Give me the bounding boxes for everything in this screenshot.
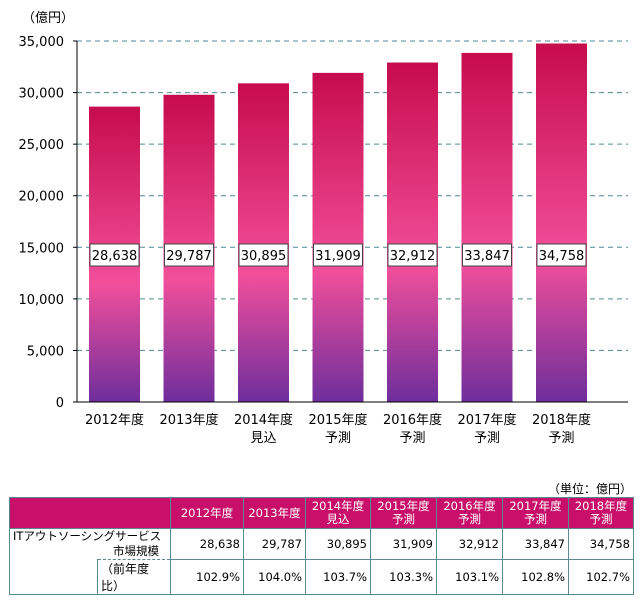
row-label-line1: ITアウトソーシングサービス <box>13 529 162 543</box>
value-label: 31,909 <box>315 249 361 264</box>
value-cell: 30,895 <box>305 528 371 560</box>
table-unit: （単位：億円） <box>547 482 632 496</box>
table-row: （前年度比） 102.9% 104.0% 103.7% 103.3% 103.1% 102.… <box>9 559 634 595</box>
header-line: 予測 <box>392 512 415 526</box>
table-header-row: 2012年度 2013年度 2014年度 見込 2015年度 予測 2016年度 予測 2017… <box>9 497 634 529</box>
y-tick-label: 25,000 <box>19 138 65 153</box>
x-tick-label: 2014年度 <box>234 412 293 428</box>
header-line: 予測 <box>458 512 481 526</box>
value-label-box <box>387 243 438 267</box>
ratio-cell: 103.3% <box>370 559 437 595</box>
x-tick-label: 予測 <box>399 431 425 446</box>
y-tick-label: 30,000 <box>19 87 65 102</box>
column-header: 2012年度 <box>170 497 244 529</box>
row-label-line2: 市場規模 <box>113 544 159 558</box>
ratio-cell: 103.7% <box>305 559 371 595</box>
y-tick-label: 15,000 <box>19 241 65 256</box>
column-header: 2015年度 予測 <box>370 497 437 529</box>
header-line: 予測 <box>524 512 547 526</box>
column-header: 2017年度 予測 <box>502 497 569 529</box>
x-tick-label: 見込 <box>250 431 276 446</box>
x-tick-label: 2018年度 <box>532 412 591 428</box>
x-tick-label: 予測 <box>548 431 574 446</box>
column-header: 2018年度 予測 <box>568 497 634 529</box>
header-line: 2016年度 <box>443 499 496 513</box>
x-tick-label: 2015年度 <box>308 412 367 428</box>
sub-label: （前年度比） <box>97 559 171 595</box>
bar <box>387 62 438 403</box>
blank-cell <box>9 559 98 595</box>
header-line: 2015年度 <box>377 499 430 513</box>
value-label-box <box>536 243 587 267</box>
header-line: 2013年度 <box>248 505 301 520</box>
value-label-box <box>313 243 363 267</box>
ratio-cell: 103.1% <box>436 559 503 595</box>
header-line: 予測 <box>589 512 613 526</box>
value-label: 30,895 <box>241 249 287 264</box>
header-line: 見込 <box>326 512 350 526</box>
table-row: ITアウトソーシングサービス 市場規模 28,638 29,787 30,895 31,9… <box>9 528 634 560</box>
header-line: 2017年度 <box>509 499 562 513</box>
header-line: 2018年度 <box>574 499 628 513</box>
value-label-box <box>238 243 289 267</box>
value-label: 33,847 <box>464 249 510 264</box>
value-label-box <box>462 243 512 267</box>
value-label-box <box>89 243 140 267</box>
value-label-box <box>164 243 214 267</box>
bar <box>238 83 289 402</box>
x-tick-label: 予測 <box>325 431 351 446</box>
y-tick-label: 35,000 <box>19 35 65 50</box>
ratio-cell: 102.8% <box>502 559 569 595</box>
ratio-cell: 102.9% <box>170 559 244 595</box>
x-tick-label: 予測 <box>474 431 500 446</box>
value-label: 32,912 <box>390 249 436 264</box>
x-tick-label: 2013年度 <box>159 412 218 428</box>
value-label: 34,758 <box>539 249 585 264</box>
bar <box>461 52 513 403</box>
value-cell: 33,847 <box>502 528 569 560</box>
value-cell: 32,912 <box>436 528 503 560</box>
column-header: 2013年度 <box>243 497 306 529</box>
value-label: 28,638 <box>92 249 138 264</box>
column-header: 2014年度 見込 <box>305 497 371 529</box>
header-line: 2014年度 <box>311 499 365 513</box>
value-cell: 28,638 <box>170 528 244 560</box>
y-axis-label: （億円） <box>22 10 74 26</box>
header-blank <box>9 497 171 529</box>
value-cell: 34,758 <box>568 528 634 560</box>
y-tick-label: 5,000 <box>27 344 64 359</box>
value-cell: 29,787 <box>243 528 306 560</box>
y-tick-label: 20,000 <box>19 190 65 205</box>
y-tick-label: 10,000 <box>19 293 65 308</box>
value-label: 29,787 <box>166 249 212 264</box>
x-tick-label: 2017年度 <box>457 412 516 428</box>
data-table: 2012年度 2013年度 2014年度 見込 2015年度 予測 2016年度 予測 2017… <box>9 497 634 595</box>
bar-chart: （億円） 0 5,000 10,000 15,000 20,000 25,000 30,000… <box>19 10 628 446</box>
x-tick-label: 2012年度 <box>85 412 144 428</box>
y-tick-label: 0 <box>56 396 64 411</box>
bar <box>312 72 364 402</box>
row-label: ITアウトソーシングサービス 市場規模 <box>9 528 171 560</box>
bar <box>536 43 587 402</box>
ratio-cell: 102.7% <box>568 559 634 595</box>
header-line: 2012年度 <box>180 505 234 520</box>
value-cell: 31,909 <box>370 528 437 560</box>
ratio-cell: 104.0% <box>243 559 306 595</box>
x-tick-label: 2016年度 <box>383 412 442 428</box>
column-header: 2016年度 予測 <box>436 497 503 529</box>
